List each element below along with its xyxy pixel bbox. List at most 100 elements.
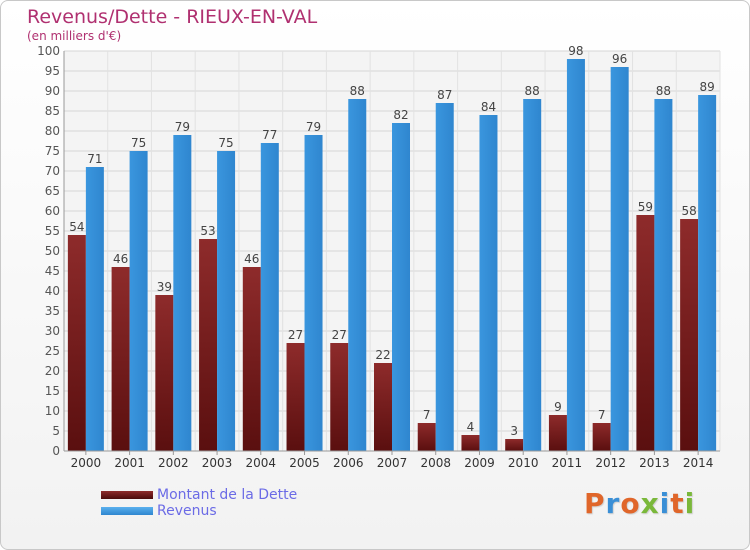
y-tick-label: 65 [45, 184, 60, 198]
y-tick-label: 90 [45, 84, 60, 98]
bar-value-label: 46 [244, 252, 259, 266]
bar-debt [680, 219, 699, 451]
bar-value-label: 82 [393, 108, 408, 122]
bar-value-label: 98 [568, 44, 583, 58]
bar-debt [417, 423, 436, 451]
bar-value-label: 88 [525, 84, 540, 98]
bar-value-label: 88 [656, 84, 671, 98]
bar-value-label: 58 [681, 204, 696, 218]
bar-debt [67, 235, 86, 451]
bar-value-label: 7 [423, 408, 431, 422]
y-tick-label: 35 [45, 304, 60, 318]
bar-value-label: 96 [612, 52, 627, 66]
x-tick-label: 2007 [377, 456, 408, 470]
bar-revenus [610, 67, 629, 451]
legend-swatch-debt [101, 491, 153, 499]
y-tick-label: 55 [45, 224, 60, 238]
bar-debt [461, 435, 480, 451]
bar-value-label: 59 [638, 200, 653, 214]
bar-value-label: 22 [375, 348, 390, 362]
bar-value-label: 84 [481, 100, 496, 114]
x-tick-label: 2010 [508, 456, 539, 470]
bar-debt [548, 415, 567, 451]
y-tick-label: 75 [45, 144, 60, 158]
bar-value-label: 77 [262, 128, 277, 142]
y-tick-label: 40 [45, 284, 60, 298]
bar-revenus [173, 135, 192, 451]
bar-revenus [698, 95, 717, 451]
bar-value-label: 9 [554, 400, 562, 414]
bar-value-label: 87 [437, 88, 452, 102]
bar-debt [330, 343, 349, 451]
y-tick-label: 80 [45, 124, 60, 138]
y-tick-label: 50 [45, 244, 60, 258]
bar-revenus [260, 143, 279, 451]
bar-value-label: 54 [69, 220, 84, 234]
legend-label-revenus: Revenus [157, 503, 217, 519]
y-tick-label: 0 [52, 444, 60, 458]
bar-value-label: 27 [332, 328, 347, 342]
x-tick-label: 2009 [464, 456, 495, 470]
bar-revenus [304, 135, 323, 451]
bar-value-label: 79 [175, 120, 190, 134]
x-tick-label: 2006 [333, 456, 364, 470]
bar-revenus [85, 167, 104, 451]
y-tick-label: 30 [45, 324, 60, 338]
x-tick-label: 2005 [289, 456, 320, 470]
bar-debt [374, 363, 392, 451]
proxiti-logo: Proxiti [584, 487, 696, 520]
x-tick-label: 2001 [114, 456, 145, 470]
bar-value-label: 4 [467, 420, 475, 434]
x-tick-label: 2004 [246, 456, 277, 470]
y-tick-label: 100 [37, 44, 60, 58]
bar-debt [242, 267, 261, 451]
bar-revenus [348, 99, 367, 451]
legend-label-debt: Montant de la Dette [157, 487, 298, 503]
y-tick-label: 70 [45, 164, 60, 178]
bar-revenus [435, 103, 454, 451]
bar-revenus [566, 59, 585, 451]
x-tick-label: 2002 [158, 456, 189, 470]
y-tick-label: 85 [45, 104, 60, 118]
chart-subtitle: (en milliers d'€) [27, 29, 122, 43]
bar-revenus [217, 151, 236, 451]
bar-value-label: 71 [87, 152, 102, 166]
bar-value-label: 88 [350, 84, 365, 98]
y-tick-label: 10 [45, 404, 60, 418]
y-tick-label: 15 [45, 384, 60, 398]
bar-debt [155, 295, 174, 451]
bar-value-label: 75 [131, 136, 146, 150]
bar-value-label: 39 [157, 280, 172, 294]
y-tick-label: 5 [52, 424, 60, 438]
bar-value-label: 7 [598, 408, 606, 422]
bar-debt [505, 439, 524, 451]
y-tick-label: 45 [45, 264, 60, 278]
y-tick-label: 95 [45, 64, 60, 78]
bar-revenus [654, 99, 673, 451]
bar-revenus [523, 99, 542, 451]
y-tick-label: 60 [45, 204, 60, 218]
bar-debt [286, 343, 305, 451]
bar-revenus [479, 115, 498, 451]
y-tick-label: 20 [45, 364, 60, 378]
x-tick-label: 2000 [71, 456, 102, 470]
x-tick-label: 2013 [639, 456, 670, 470]
bar-debt [199, 239, 218, 451]
x-tick-label: 2008 [420, 456, 451, 470]
x-tick-label: 2011 [552, 456, 583, 470]
x-tick-label: 2003 [202, 456, 233, 470]
bar-debt [592, 423, 611, 451]
bar-value-label: 89 [699, 80, 714, 94]
bar-debt [111, 267, 130, 451]
bar-value-label: 27 [288, 328, 303, 342]
legend-swatch-revenus [101, 507, 153, 515]
bar-value-label: 53 [200, 224, 215, 238]
y-tick-label: 25 [45, 344, 60, 358]
x-tick-label: 2014 [683, 456, 714, 470]
bar-revenus [129, 151, 148, 451]
bar-value-label: 3 [510, 424, 518, 438]
bar-revenus [392, 123, 410, 451]
x-tick-label: 2012 [595, 456, 626, 470]
